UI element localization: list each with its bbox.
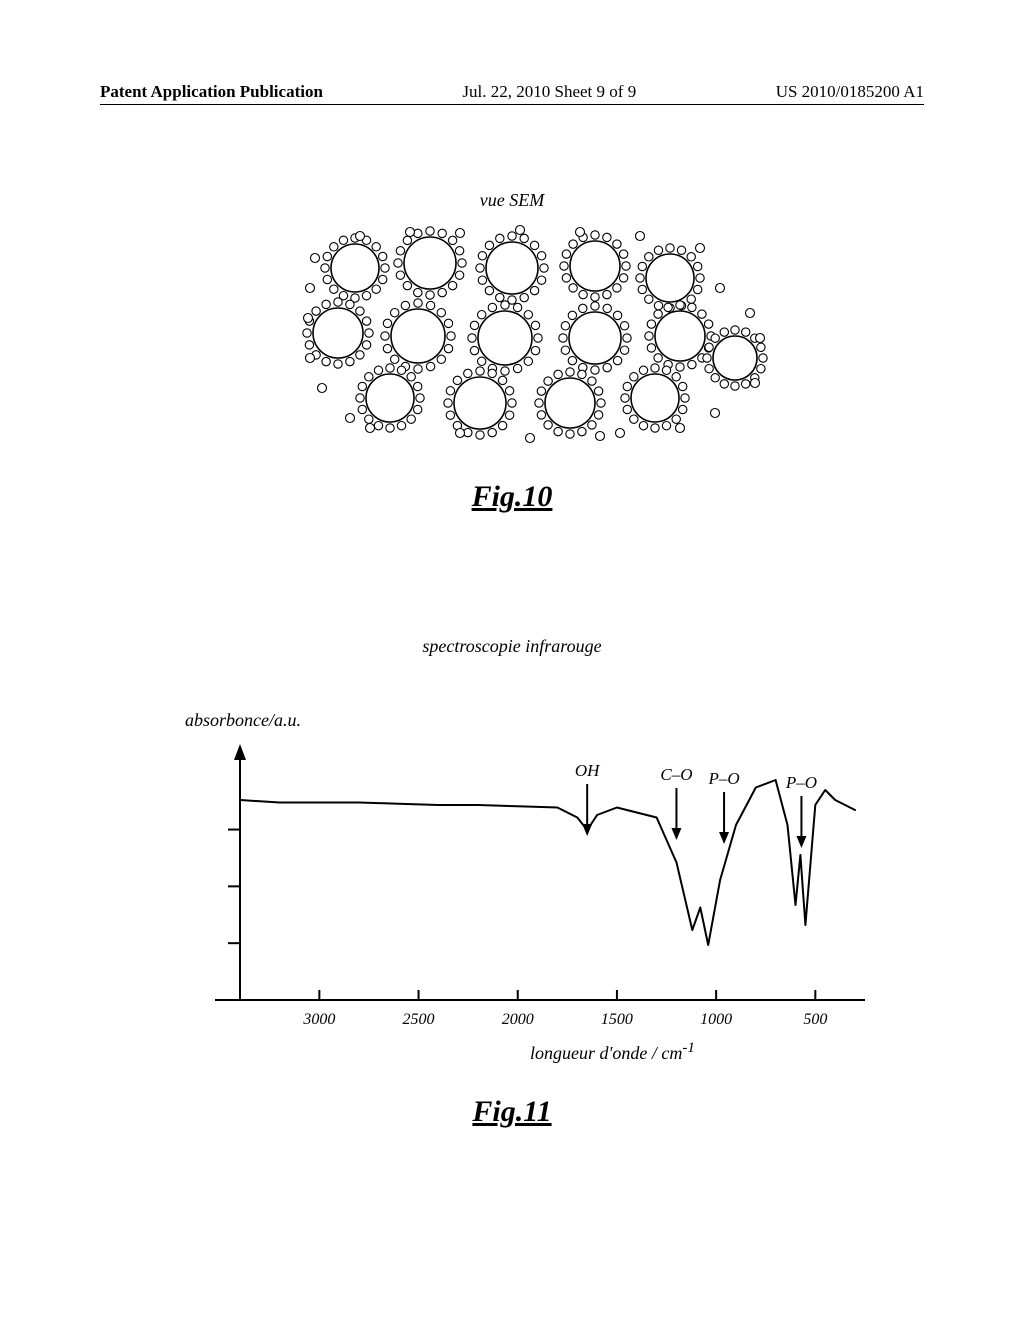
svg-text:OH: OH [575, 761, 601, 780]
svg-text:1000: 1000 [700, 1011, 732, 1028]
fig11-caption: Fig.11 [0, 1095, 1024, 1129]
header-right: US 2010/0185200 A1 [776, 82, 924, 102]
fig11-caption-text: Fig.11 [472, 1095, 551, 1128]
x-axis-label-text: longueur d'onde / cm [530, 1043, 682, 1063]
header-rule [100, 104, 924, 105]
svg-text:2000: 2000 [502, 1011, 534, 1028]
svg-text:3000: 3000 [302, 1011, 335, 1028]
x-axis-label: longueur d'onde / cm-1 [530, 1040, 695, 1064]
svg-text:C–O: C–O [660, 765, 692, 784]
x-axis-label-sup: -1 [682, 1040, 695, 1056]
svg-text:500: 500 [803, 1011, 827, 1028]
svg-text:P–O: P–O [707, 769, 739, 788]
page-header: Patent Application Publication Jul. 22, … [0, 82, 1024, 102]
header-left: Patent Application Publication [100, 82, 323, 102]
fig11-title: spectroscopie infrarouge [0, 636, 1024, 657]
header-center: Jul. 22, 2010 Sheet 9 of 9 [462, 82, 636, 102]
ir-spectrum-chart: 3000 2500 2000 1500 1000 500 OH C–O P–O P–O [185, 740, 875, 1060]
fig10-caption-text: Fig.10 [472, 480, 553, 513]
y-axis-label: absorbonce/a.u. [185, 710, 301, 731]
sem-diagram [260, 218, 780, 448]
svg-text:2500: 2500 [403, 1011, 435, 1028]
fig10-caption: Fig.10 [0, 480, 1024, 514]
svg-text:1500: 1500 [601, 1011, 633, 1028]
svg-text:P–O: P–O [785, 773, 817, 792]
fig10-title: vue SEM [0, 190, 1024, 211]
